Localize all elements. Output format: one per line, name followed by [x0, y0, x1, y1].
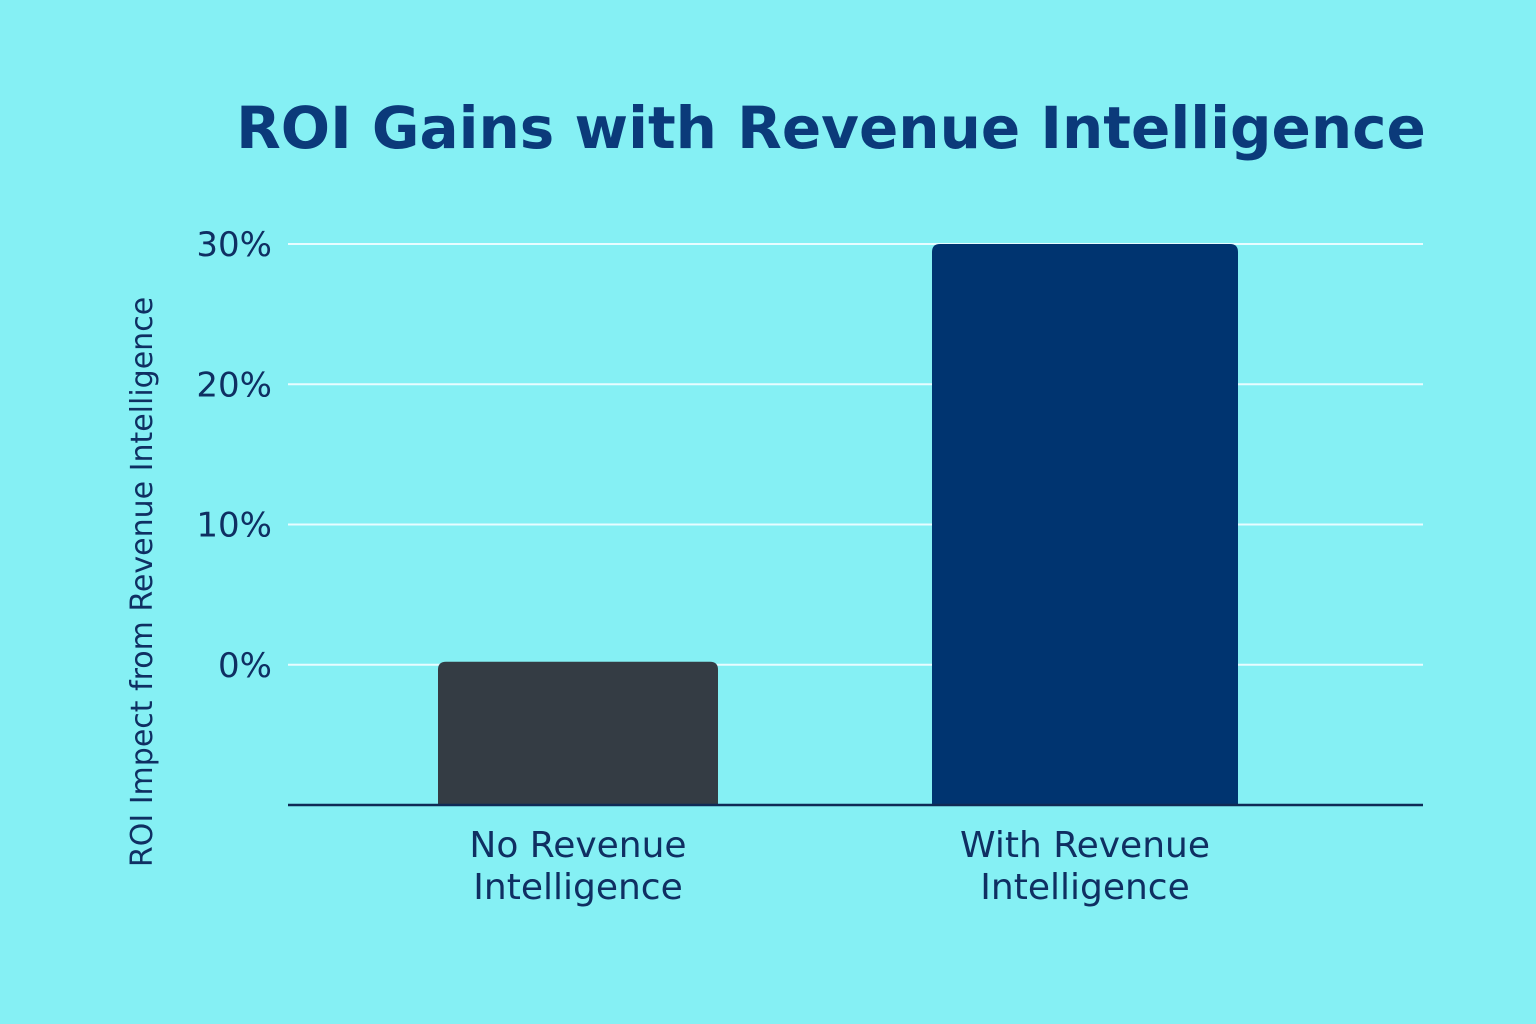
gridlines — [288, 243, 1423, 666]
bar — [438, 661, 718, 805]
y-tick-label: 10% — [196, 506, 272, 546]
bar — [932, 244, 1238, 805]
y-axis-label: ROI Impect from Revenue Intelligence — [125, 297, 160, 867]
category-label: With Revenue — [960, 825, 1210, 866]
category-label: Intelligence — [980, 867, 1189, 908]
y-tick-label: 20% — [196, 365, 272, 405]
y-tick-labels: 0% 10% 20% 30% — [196, 225, 272, 686]
y-tick-label: 0% — [218, 646, 272, 686]
y-tick-label: 30% — [196, 225, 272, 265]
chart-title: ROI Gains with Revenue Intelligence — [236, 94, 1426, 162]
category-label: No Revenue — [469, 825, 686, 866]
bars — [438, 244, 1238, 805]
category-label: Intelligence — [473, 867, 682, 908]
